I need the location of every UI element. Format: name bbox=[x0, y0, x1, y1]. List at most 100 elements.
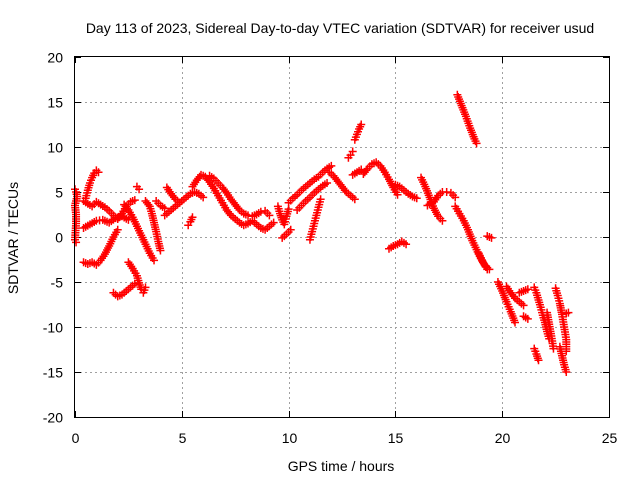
series-arc-37 bbox=[515, 285, 532, 297]
data-point bbox=[188, 213, 197, 222]
series-arc-11 bbox=[152, 197, 169, 213]
data-point bbox=[523, 285, 532, 294]
y-tick-label: -10 bbox=[43, 320, 63, 336]
series-arc-13 bbox=[162, 183, 184, 207]
series-arc-08 bbox=[124, 258, 150, 297]
data-point bbox=[256, 207, 265, 216]
data-point bbox=[562, 368, 571, 376]
data-point bbox=[323, 179, 332, 187]
series-arc-29 bbox=[417, 173, 447, 225]
data-point bbox=[130, 196, 139, 205]
y-tick-label: 0 bbox=[55, 230, 63, 246]
data-point bbox=[286, 225, 295, 234]
series-arc-31 bbox=[453, 90, 481, 148]
data-point bbox=[327, 161, 336, 170]
series-arc-36 bbox=[502, 282, 528, 310]
series-arc-21 bbox=[305, 195, 325, 244]
data-point bbox=[72, 238, 81, 247]
data-points bbox=[71, 90, 573, 376]
data-point bbox=[234, 204, 243, 213]
series-arc-20 bbox=[293, 179, 332, 214]
data-point bbox=[348, 147, 357, 156]
series-arc-30 bbox=[423, 188, 460, 210]
data-point bbox=[451, 193, 460, 202]
data-point bbox=[316, 195, 325, 204]
data-point bbox=[160, 204, 169, 213]
data-point bbox=[150, 256, 159, 265]
y-axis-label: SDTVAR / TECUs bbox=[5, 182, 21, 294]
x-tick-label: 0 bbox=[72, 430, 80, 446]
data-point bbox=[357, 120, 366, 129]
data-point bbox=[144, 200, 153, 209]
series-arc-23 bbox=[344, 147, 357, 162]
series-arc-43 bbox=[555, 342, 571, 376]
series-arc-14 bbox=[184, 213, 197, 230]
grid bbox=[75, 57, 609, 417]
series-arc-27 bbox=[384, 237, 411, 253]
data-point bbox=[564, 308, 573, 317]
series-arc-04 bbox=[81, 166, 103, 203]
data-point bbox=[169, 193, 178, 202]
data-point bbox=[265, 211, 274, 220]
data-point bbox=[412, 194, 421, 203]
data-point bbox=[141, 283, 150, 292]
data-point bbox=[135, 185, 144, 194]
data-point bbox=[509, 292, 518, 301]
data-point bbox=[122, 204, 131, 213]
plot-frame bbox=[74, 56, 610, 418]
data-point bbox=[175, 198, 184, 207]
series-arc-16 bbox=[205, 171, 274, 221]
y-tick-label: 15 bbox=[47, 95, 63, 111]
series-arc-38 bbox=[519, 312, 532, 323]
y-tick-label: -15 bbox=[43, 365, 63, 381]
series-arc-18 bbox=[278, 225, 295, 242]
data-point bbox=[442, 188, 451, 196]
data-point bbox=[523, 314, 532, 323]
series-arc-10 bbox=[141, 197, 165, 255]
y-tick-label: -20 bbox=[43, 410, 63, 426]
series-arc-35 bbox=[493, 278, 520, 327]
series-arc-22 bbox=[325, 168, 359, 204]
series-arc-07 bbox=[120, 200, 159, 265]
series-arc-44 bbox=[562, 308, 573, 318]
data-point bbox=[487, 233, 496, 242]
series-arc-17 bbox=[273, 202, 293, 229]
series-arc-41 bbox=[543, 308, 558, 353]
series-arc-24 bbox=[348, 165, 366, 179]
series-arc-25 bbox=[350, 120, 366, 144]
data-point bbox=[269, 218, 278, 227]
data-point bbox=[511, 318, 520, 327]
x-tick-label: 25 bbox=[602, 430, 618, 446]
x-axis-label: GPS time / hours bbox=[288, 458, 395, 474]
y-tick-label: -5 bbox=[51, 275, 64, 291]
data-point bbox=[340, 186, 349, 195]
chart-title: Day 113 of 2023, Sidereal Day-to-day VTE… bbox=[86, 20, 594, 36]
data-point bbox=[199, 193, 208, 202]
y-tick-label: 5 bbox=[55, 185, 63, 201]
data-point bbox=[94, 168, 103, 177]
data-point bbox=[225, 209, 234, 218]
series-arc-28 bbox=[391, 180, 421, 203]
series-arc-42 bbox=[551, 284, 571, 356]
data-point bbox=[350, 195, 359, 204]
y-tick-label: 20 bbox=[47, 50, 63, 66]
series-arc-03 bbox=[79, 225, 122, 269]
data-point bbox=[362, 166, 371, 175]
axis-ticks: 0 5 10 15 20 25 -20 -15 -10 -5 0 5 10 15 20 bbox=[43, 50, 618, 447]
data-point bbox=[483, 265, 492, 274]
data-point bbox=[438, 216, 447, 225]
x-tick-label: 15 bbox=[388, 430, 404, 446]
y-tick-label: 10 bbox=[47, 140, 63, 156]
series-arc-15 bbox=[188, 170, 278, 234]
data-point bbox=[549, 344, 558, 353]
series-arc-33 bbox=[483, 232, 496, 242]
data-point bbox=[472, 139, 481, 148]
series-arc-34 bbox=[474, 249, 492, 274]
series-arc-40 bbox=[530, 344, 543, 365]
data-point bbox=[402, 240, 411, 249]
x-tick-label: 10 bbox=[282, 430, 298, 446]
series-arc-06 bbox=[109, 279, 139, 301]
series-arc-26 bbox=[359, 158, 402, 199]
data-point bbox=[393, 190, 402, 199]
